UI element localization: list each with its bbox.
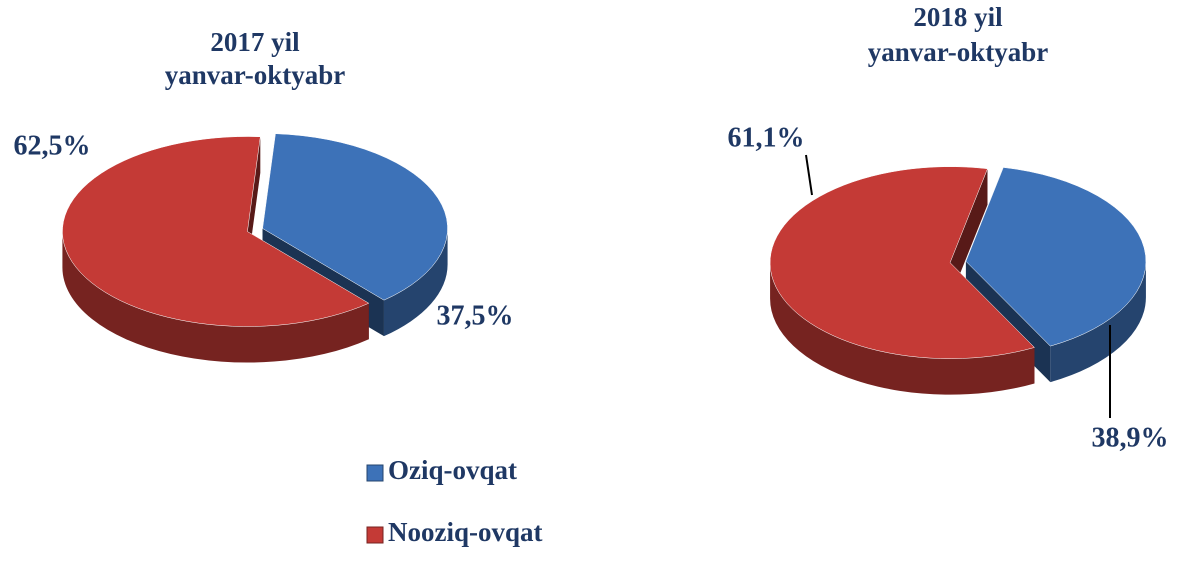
chart-title: yanvar-oktyabr — [868, 37, 1049, 67]
chart-title: 2017 yil — [210, 27, 300, 57]
slice-side — [383, 228, 448, 337]
slice — [769, 166, 1035, 359]
data-label: 62,5% — [14, 130, 91, 161]
chart-title: 2018 yil — [913, 2, 1003, 32]
legend-label: Nooziq-ovqat — [388, 517, 543, 547]
data-label: 37,5% — [437, 300, 514, 331]
slice-side — [1050, 261, 1146, 383]
data-label: 61,1% — [728, 122, 805, 153]
slice — [965, 167, 1147, 347]
legend-swatch — [366, 464, 384, 482]
legend-swatch — [366, 526, 384, 544]
data-label: 38,9% — [1092, 422, 1169, 453]
slice-side — [770, 262, 1035, 395]
slice — [262, 133, 448, 301]
chart-title: yanvar-oktyabr — [165, 60, 346, 90]
slice-side — [62, 231, 369, 363]
slice-wall — [950, 168, 988, 299]
leader-line — [805, 154, 813, 196]
legend-label: Oziq-ovqat — [388, 455, 517, 485]
slice — [62, 136, 370, 327]
